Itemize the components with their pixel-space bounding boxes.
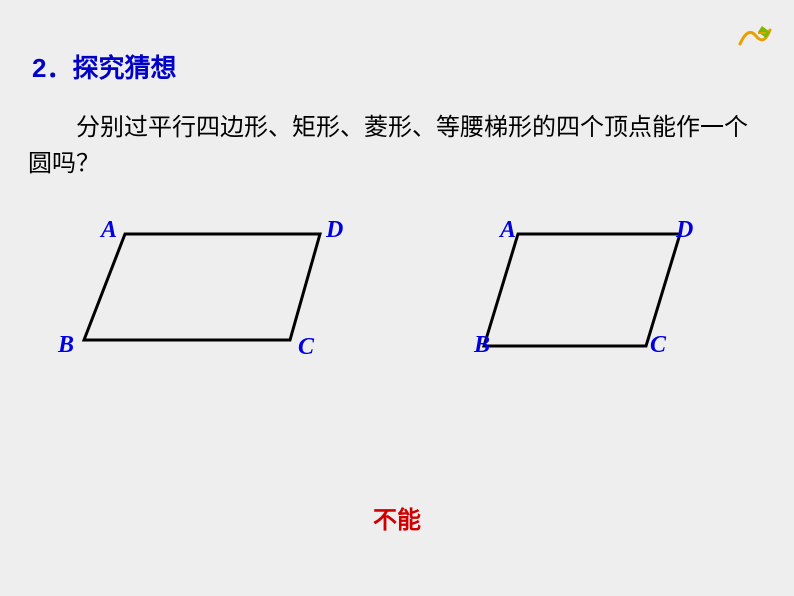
figure-area: A D C B A D C B (0, 220, 794, 450)
vertex-label-A1: A (101, 217, 117, 244)
vertex-label-D1: D (326, 217, 343, 244)
heading-title: 探究猜想 (72, 53, 176, 83)
figures-svg (0, 220, 794, 450)
parallelogram-2 (484, 234, 680, 346)
vertex-label-D2: D (676, 217, 693, 244)
heading-number: 2 (32, 53, 46, 83)
vertex-label-A2: A (500, 217, 516, 244)
answer-text: 不能 (0, 500, 794, 535)
pencil-decor-icon (736, 22, 772, 50)
vertex-label-C1: C (298, 334, 314, 361)
vertex-label-B2: B (474, 332, 490, 359)
section-heading: 2．探究猜想 (32, 48, 177, 85)
parallelogram-1 (84, 234, 320, 340)
vertex-label-B1: B (58, 332, 74, 359)
heading-dot: ． (46, 53, 72, 83)
question-text: 分别过平行四边形、矩形、菱形、等腰梯形的四个顶点能作一个圆吗？ (28, 110, 766, 182)
vertex-label-C2: C (650, 332, 666, 359)
